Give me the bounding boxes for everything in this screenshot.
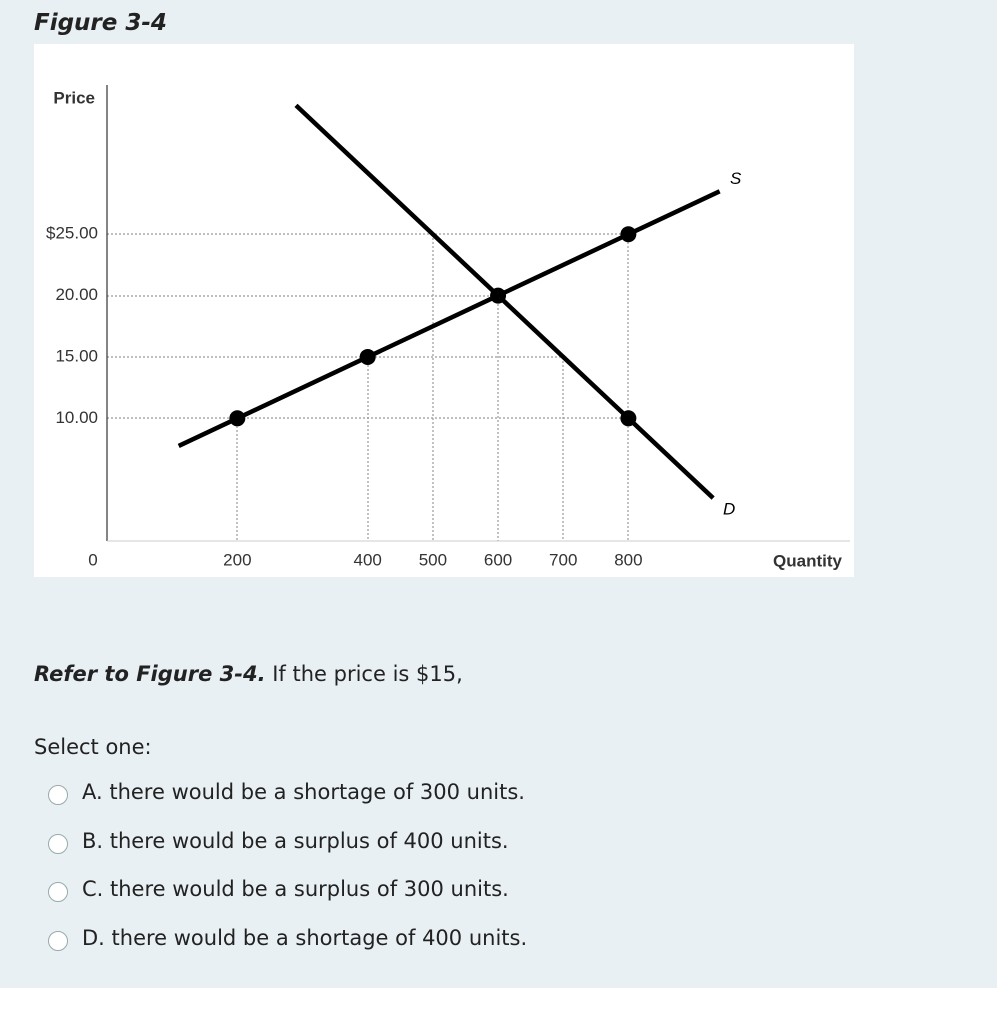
question-text: If the price is $15, [272,662,463,686]
x-tick-label: 600 [484,550,512,569]
guide-lines [107,233,629,541]
y-tick-label: 20.00 [55,285,98,304]
point [620,410,637,427]
option-label[interactable]: B. there would be a surplus of 400 units… [82,828,509,853]
chart: Price Quantity $25.00 20.00 15.00 10.00 0 200… [34,44,854,577]
point [620,226,637,243]
radio-button[interactable] [48,785,68,805]
radio-button[interactable] [48,833,68,854]
line [294,103,715,500]
x-tick-label: 200 [223,550,251,569]
option-label[interactable]: A. there would be a shortage of 300 unit… [82,780,525,804]
prompt: Select one: [34,735,152,759]
line-label: S [730,169,742,188]
question: Refer to Figure 3-4. If the price is $15… [34,662,463,686]
chart-background [34,44,854,577]
option-label[interactable]: D. there would be a shortage of 400 unit… [82,925,528,950]
option-label[interactable]: C. there would be a surplus of 300 units… [82,877,509,901]
x-tick-label: 400 [354,550,382,569]
x-tick-label: 800 [614,550,642,569]
radio-button[interactable] [48,882,68,902]
x-axis-label: Quantity [773,551,842,570]
point [229,410,246,427]
y-tick-label: 10.00 [55,408,98,427]
point [359,348,376,365]
x-tick-label: 0 [88,550,97,569]
line [177,189,721,448]
point [490,287,507,304]
radio-button[interactable] [48,930,68,951]
y-tick-label: $25.00 [46,224,98,243]
y-tick-label: 15.00 [55,346,98,365]
x-tick-label: 700 [549,550,577,569]
line-label: D [723,500,735,519]
x-tick-label: 500 [419,550,447,569]
y-axis-label: Price [53,88,95,107]
question-reference: Refer to Figure 3-4. [34,662,266,686]
figure-title: Figure 3-4 [34,10,167,36]
